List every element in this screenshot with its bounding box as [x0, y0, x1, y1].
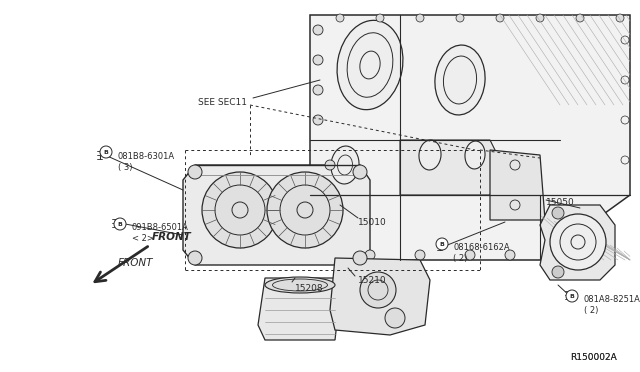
Polygon shape: [540, 205, 615, 280]
Text: B: B: [118, 221, 122, 227]
Circle shape: [100, 146, 112, 158]
Circle shape: [353, 165, 367, 179]
Circle shape: [353, 251, 367, 265]
Circle shape: [360, 272, 396, 308]
Circle shape: [336, 14, 344, 22]
Circle shape: [415, 250, 425, 260]
Circle shape: [313, 25, 323, 35]
Circle shape: [505, 250, 515, 260]
Circle shape: [376, 14, 384, 22]
Text: B: B: [104, 150, 108, 154]
Text: 15208: 15208: [295, 284, 324, 293]
Circle shape: [566, 290, 578, 302]
Circle shape: [325, 190, 335, 200]
Circle shape: [188, 251, 202, 265]
Text: ( 2): ( 2): [584, 306, 598, 315]
Text: SEE SEC11: SEE SEC11: [198, 98, 247, 107]
Polygon shape: [310, 15, 630, 260]
Circle shape: [202, 172, 278, 248]
Text: 15210: 15210: [358, 276, 387, 285]
Polygon shape: [183, 165, 370, 265]
Text: R150002A: R150002A: [570, 353, 617, 362]
Circle shape: [436, 238, 448, 250]
Polygon shape: [330, 258, 430, 335]
Ellipse shape: [465, 141, 485, 169]
Ellipse shape: [265, 277, 335, 293]
Polygon shape: [400, 140, 500, 195]
Circle shape: [313, 55, 323, 65]
Circle shape: [416, 14, 424, 22]
Circle shape: [313, 85, 323, 95]
Ellipse shape: [331, 146, 359, 184]
Circle shape: [456, 14, 464, 22]
Text: 15050: 15050: [546, 198, 575, 207]
Circle shape: [325, 160, 335, 170]
Text: FRONT: FRONT: [152, 232, 192, 242]
Circle shape: [536, 14, 544, 22]
Text: R150002A: R150002A: [570, 353, 617, 362]
Circle shape: [365, 250, 375, 260]
Circle shape: [496, 14, 504, 22]
Text: 08168-6162A: 08168-6162A: [453, 243, 509, 252]
Polygon shape: [258, 278, 340, 340]
Text: FRONT: FRONT: [118, 258, 154, 268]
Text: 081B8-6301A: 081B8-6301A: [118, 152, 175, 161]
Text: 081A8-8251A: 081A8-8251A: [584, 295, 640, 304]
Circle shape: [267, 172, 343, 248]
Circle shape: [576, 14, 584, 22]
Text: ( 3): ( 3): [118, 163, 132, 172]
Ellipse shape: [435, 45, 485, 115]
Text: ( 2): ( 2): [453, 254, 467, 263]
Circle shape: [313, 115, 323, 125]
Circle shape: [114, 218, 126, 230]
Circle shape: [552, 207, 564, 219]
Text: B: B: [570, 294, 575, 298]
Circle shape: [550, 214, 606, 270]
Circle shape: [465, 250, 475, 260]
Text: 15010: 15010: [358, 218, 387, 227]
Text: B: B: [440, 241, 444, 247]
Text: < 2>: < 2>: [132, 234, 154, 243]
Circle shape: [385, 308, 405, 328]
Circle shape: [552, 266, 564, 278]
Circle shape: [188, 165, 202, 179]
Polygon shape: [490, 150, 545, 220]
Circle shape: [616, 14, 624, 22]
Ellipse shape: [337, 20, 403, 110]
Ellipse shape: [419, 140, 441, 170]
Text: 091B8-6501A: 091B8-6501A: [132, 223, 189, 232]
